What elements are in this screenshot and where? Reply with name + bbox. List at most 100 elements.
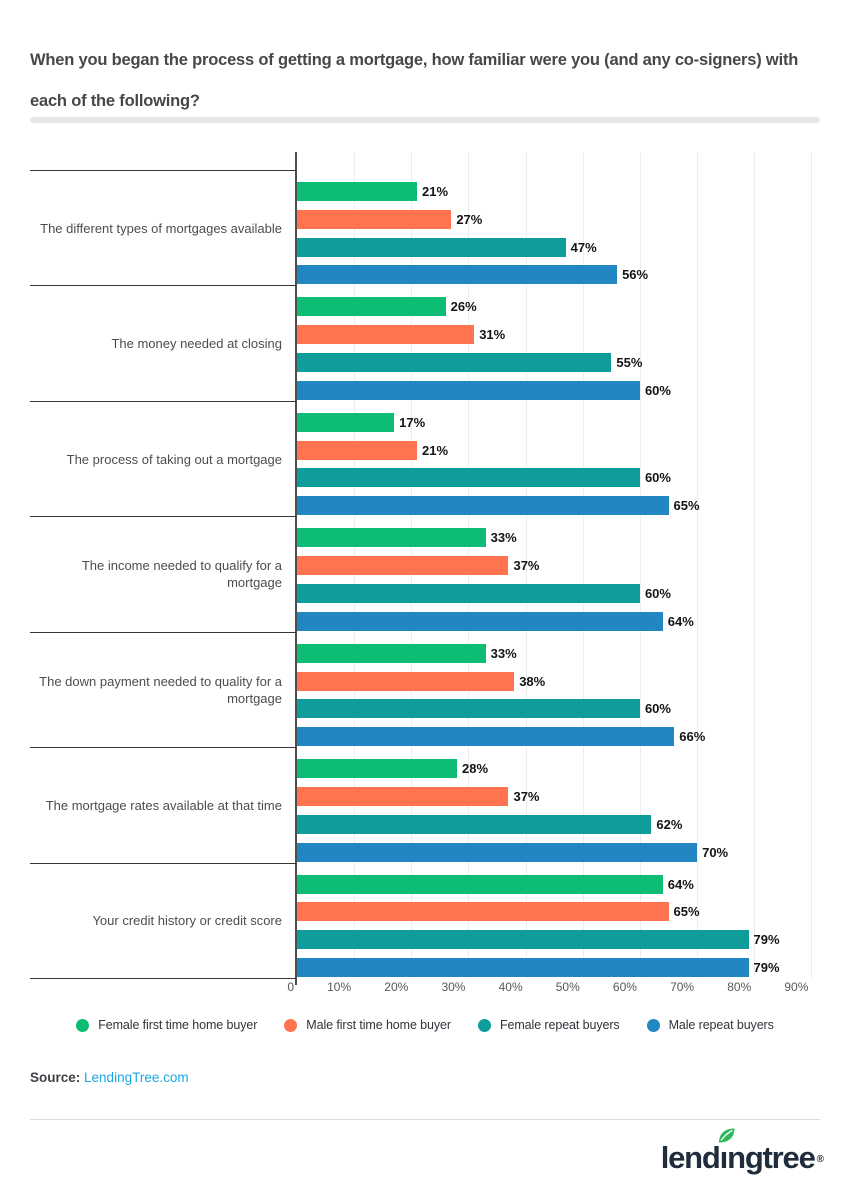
page-title-line-1: When you began the process of getting a … <box>30 51 799 69</box>
bar-value-label: 79% <box>753 959 780 975</box>
category-label: Your credit history or credit score <box>92 913 282 929</box>
bar-male-repeat-buyers: 56% <box>297 265 648 285</box>
bar-value-label: 56% <box>622 267 649 283</box>
bar-value-label: 21% <box>422 442 449 458</box>
bar-group: 33% 38% 60% 66% <box>297 643 840 747</box>
bar-value-label: 27% <box>456 211 483 227</box>
category-label: The income needed to qualify for a mortg… <box>81 558 282 591</box>
bar-value-label: 33% <box>490 530 517 546</box>
x-tick-label: 30% <box>441 980 466 994</box>
bar-male-first-time-home-buyer: 27% <box>297 209 482 229</box>
page-title: When you began the process of getting a … <box>30 40 822 122</box>
gridline <box>582 152 584 978</box>
legend-label: Female repeat buyers <box>499 1018 620 1032</box>
category-row: The process of taking out a mortgage <box>30 400 296 516</box>
category-row: The income needed to qualify for a mortg… <box>30 516 296 631</box>
legend-label: Male repeat buyers <box>668 1018 774 1032</box>
category-row: The money needed at closing <box>30 285 296 400</box>
bar-female-first-time-home-buyer: 33% <box>297 643 517 663</box>
bar-group: 26% 31% 55% 60% <box>297 297 840 400</box>
bar-female-repeat-buyers: 60% <box>297 699 671 719</box>
bar-value-label: 60% <box>644 382 671 398</box>
bar-male-first-time-home-buyer: 37% <box>297 556 540 576</box>
legend-item-male-first-time-home-buyer: Male first time home buyer <box>284 1018 451 1032</box>
bar-value-label: 37% <box>513 558 540 574</box>
category-row: The different types of mortgages availab… <box>30 170 296 285</box>
bar-male-first-time-home-buyer: 38% <box>297 671 545 691</box>
x-axis-ticks: 0 10% 20% 30% 40% 50% 60% 70% 80% 90% <box>0 980 850 996</box>
bar-female-first-time-home-buyer: 26% <box>297 297 477 317</box>
category-row: Your credit history or credit score <box>30 862 296 978</box>
bar-value-label: 60% <box>644 470 671 486</box>
legend-item-female-repeat-buyers: Female repeat buyers <box>477 1018 620 1032</box>
bar-value-label: 60% <box>644 585 671 601</box>
category-label: The process of taking out a mortgage <box>66 451 282 467</box>
legend-label: Female first time home buyer <box>98 1018 258 1032</box>
bar-value-label: 26% <box>450 299 477 315</box>
legend-item-female-first-time-home-buyer: Female first time home buyer <box>76 1018 257 1032</box>
bar-female-repeat-buyers: 79% <box>297 930 780 950</box>
bar-value-label: 47% <box>570 239 597 255</box>
logo-letter-i: ı <box>718 1128 735 1178</box>
bar-female-first-time-home-buyer: 17% <box>297 412 425 432</box>
bar-male-repeat-buyers: 70% <box>297 842 728 862</box>
x-tick-label: 80% <box>727 980 752 994</box>
category-label: The money needed at closing <box>111 336 282 352</box>
bar-value-label: 66% <box>679 729 706 745</box>
bar-female-repeat-buyers: 60% <box>297 468 671 488</box>
source-line: Source: LendingTree.com <box>30 1070 189 1085</box>
bar-value-label: 64% <box>667 876 694 892</box>
bar-value-label: 55% <box>616 355 643 371</box>
legend-dot <box>284 1018 298 1032</box>
bar-value-label: 65% <box>673 498 700 514</box>
bar-value-label: 17% <box>399 414 426 430</box>
bar-female-first-time-home-buyer: 21% <box>297 182 448 201</box>
bar-value-label: 31% <box>479 327 506 343</box>
bar-female-repeat-buyers: 62% <box>297 814 682 834</box>
bar-value-label: 38% <box>519 673 546 689</box>
bar-value-label: 62% <box>656 816 683 832</box>
x-tick-label: 40% <box>498 980 523 994</box>
category-label: The mortgage rates available at that tim… <box>45 797 282 813</box>
page-title-line-2: each of the following? <box>30 92 200 110</box>
bar-male-repeat-buyers: 79% <box>297 957 780 977</box>
bar-group: 64% 65% 79% 79% <box>297 874 840 977</box>
source-label: Source: <box>30 1070 81 1085</box>
x-tick-label: 70% <box>670 980 695 994</box>
registered-trademark: ® <box>816 1154 824 1165</box>
category-row: The mortgage rates available at that tim… <box>30 747 296 862</box>
bar-value-label: 37% <box>513 788 540 804</box>
bar-value-label: 79% <box>753 932 780 948</box>
legend-dot <box>76 1018 90 1032</box>
legend-dot <box>477 1018 491 1032</box>
source-link[interactable]: LendingTree.com <box>84 1070 189 1085</box>
bar-female-first-time-home-buyer: 28% <box>297 759 488 779</box>
x-tick-label: 0 <box>287 980 294 994</box>
bar-group: 21% 27% 47% 56% <box>297 182 840 285</box>
category-row-bottom-rule <box>30 978 296 979</box>
x-tick-label: 50% <box>555 980 580 994</box>
bar-group: 28% 37% 62% 70% <box>297 759 840 862</box>
bar-male-first-time-home-buyer: 21% <box>297 440 448 460</box>
y-axis-line <box>295 152 297 985</box>
x-tick-label: 60% <box>612 980 637 994</box>
bar-male-first-time-home-buyer: 31% <box>297 325 505 345</box>
chart-legend: Female first time home buyer Male first t… <box>0 1018 850 1032</box>
bar-value-label: 21% <box>422 184 449 199</box>
bar-group: 33% 37% 60% 64% <box>297 528 840 631</box>
legend-item-male-repeat-buyers: Male repeat buyers <box>646 1018 774 1032</box>
bar-female-first-time-home-buyer: 33% <box>297 528 517 548</box>
gridline <box>639 152 641 978</box>
x-tick-label: 10% <box>327 980 352 994</box>
title-divider <box>30 117 820 123</box>
bar-female-repeat-buyers: 60% <box>297 583 671 603</box>
bar-male-first-time-home-buyer: 65% <box>297 902 700 922</box>
bar-value-label: 60% <box>644 701 671 717</box>
lendingtree-logo: lendı ngtree ® <box>661 1128 824 1178</box>
legend-label: Male first time home buyer <box>306 1018 451 1032</box>
gridline <box>697 152 699 978</box>
bar-female-repeat-buyers: 55% <box>297 353 642 373</box>
bar-male-repeat-buyers: 65% <box>297 496 700 516</box>
bar-value-label: 65% <box>673 904 700 920</box>
bar-value-label: 64% <box>667 613 694 629</box>
